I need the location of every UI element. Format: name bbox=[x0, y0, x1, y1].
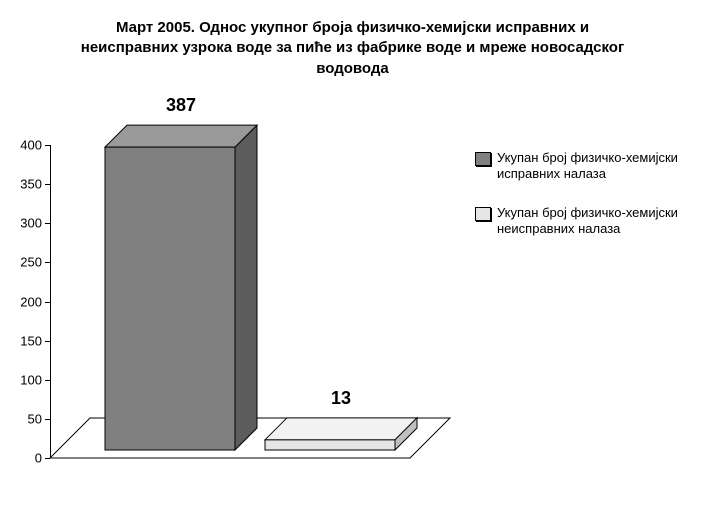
y-tick-label: 150 bbox=[2, 333, 42, 348]
y-tick-label: 100 bbox=[2, 372, 42, 387]
y-tick-label: 350 bbox=[2, 177, 42, 192]
legend-item-valid: Укупан број физичко-хемијски исправних н… bbox=[475, 150, 690, 183]
legend-item-invalid: Укупан број физичко-хемијски неисправних… bbox=[475, 205, 690, 238]
title-line-3: водовода bbox=[316, 60, 389, 77]
y-tick-label: 50 bbox=[2, 411, 42, 426]
chart-title: Март 2005. Однос укупног броја физичко-х… bbox=[0, 18, 705, 79]
y-axis bbox=[50, 145, 51, 458]
y-tick bbox=[45, 341, 50, 342]
chart-area: 050100150200250300350400 387 13 bbox=[50, 145, 450, 475]
legend-swatch-valid bbox=[475, 152, 491, 166]
y-tick-label: 400 bbox=[2, 138, 42, 153]
bar-valid-top bbox=[105, 125, 257, 147]
bar-invalid-front bbox=[265, 440, 395, 450]
y-tick-label: 200 bbox=[2, 294, 42, 309]
title-line-1: Март 2005. Однос укупног броја физичко-х… bbox=[116, 19, 589, 36]
bar-invalid-label: 13 bbox=[276, 388, 406, 409]
y-tick bbox=[45, 145, 50, 146]
y-tick bbox=[45, 262, 50, 263]
legend-text-invalid-l2: неисправних налаза bbox=[497, 221, 620, 236]
bar-valid-front bbox=[105, 147, 235, 450]
bar-valid-label: 387 bbox=[116, 95, 246, 116]
legend: Укупан број физичко-хемијски исправних н… bbox=[475, 150, 690, 259]
y-tick bbox=[45, 223, 50, 224]
legend-swatch-invalid bbox=[475, 207, 491, 221]
legend-text-valid-l2: исправних налаза bbox=[497, 166, 606, 181]
title-line-2: неисправних узрока воде за пиће из фабри… bbox=[81, 39, 624, 56]
bar-valid-side bbox=[235, 125, 257, 450]
legend-text-invalid-l1: Укупан број физичко-хемијски bbox=[497, 205, 678, 220]
legend-text-valid: Укупан број физичко-хемијски исправних н… bbox=[497, 150, 678, 183]
y-tick-label: 250 bbox=[2, 255, 42, 270]
bar-invalid-top bbox=[265, 418, 417, 440]
y-tick bbox=[45, 302, 50, 303]
legend-text-invalid: Укупан број физичко-хемијски неисправних… bbox=[497, 205, 678, 238]
y-tick-label: 0 bbox=[2, 451, 42, 466]
legend-text-valid-l1: Укупан број физичко-хемијски bbox=[497, 150, 678, 165]
chart-root: Март 2005. Однос укупног броја физичко-х… bbox=[0, 0, 705, 511]
y-tick bbox=[45, 380, 50, 381]
y-tick-label: 300 bbox=[2, 216, 42, 231]
y-tick bbox=[45, 184, 50, 185]
